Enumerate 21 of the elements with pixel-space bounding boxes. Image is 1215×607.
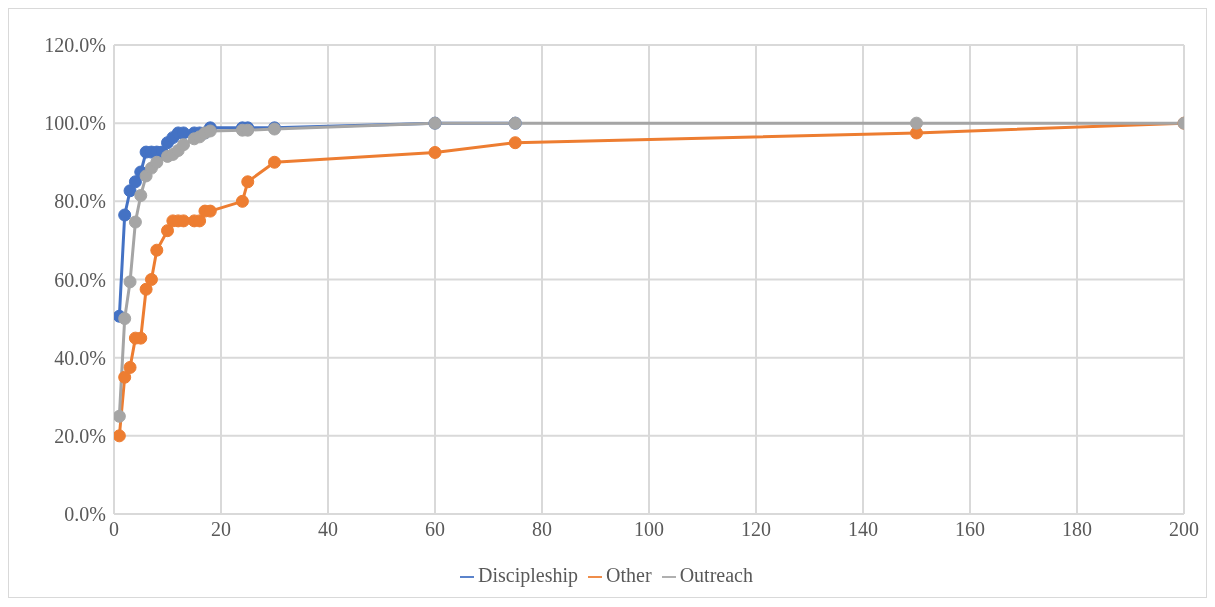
y-tick-label: 120.0% (44, 34, 106, 57)
y-tick-label: 80.0% (54, 190, 106, 213)
x-tick-label: 160 (955, 518, 985, 541)
y-tick-label: 100.0% (44, 112, 106, 135)
x-tick-label: 100 (634, 518, 664, 541)
y-tick-label: 40.0% (54, 346, 106, 369)
x-tick-label: 120 (741, 518, 771, 541)
legend-label: Other (606, 564, 652, 586)
x-tick-label: 60 (425, 518, 445, 541)
y-tick-label: 20.0% (54, 424, 106, 447)
legend-label: Discipleship (478, 564, 579, 586)
x-tick-label: 200 (1169, 518, 1199, 541)
y-tick-label: 60.0% (54, 268, 106, 291)
x-tick-label: 140 (848, 518, 878, 541)
x-tick-label: 180 (1062, 518, 1092, 541)
x-tick-label: 0 (109, 518, 119, 541)
y-tick-label: 0.0% (64, 503, 106, 526)
x-tick-label: 20 (211, 518, 231, 541)
legend-label: Outreach (679, 564, 753, 586)
x-tick-label: 80 (532, 518, 552, 541)
x-tick-label: 40 (318, 518, 338, 541)
